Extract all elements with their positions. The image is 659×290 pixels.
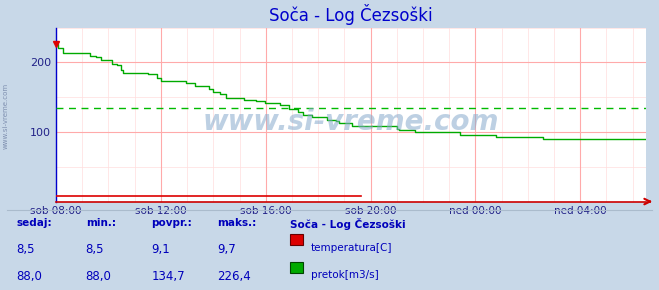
Text: 88,0: 88,0	[86, 270, 111, 283]
Text: sedaj:: sedaj:	[16, 218, 52, 227]
Text: www.si-vreme.com: www.si-vreme.com	[203, 108, 499, 135]
Text: Soča - Log Čezsoški: Soča - Log Čezsoški	[290, 218, 405, 229]
Text: povpr.:: povpr.:	[152, 218, 192, 227]
Text: 9,1: 9,1	[152, 243, 170, 256]
Text: 134,7: 134,7	[152, 270, 185, 283]
Text: pretok[m3/s]: pretok[m3/s]	[311, 270, 379, 280]
Title: Soča - Log Čezsoški: Soča - Log Čezsoški	[269, 3, 433, 25]
Text: www.si-vreme.com: www.si-vreme.com	[2, 83, 9, 149]
Text: 8,5: 8,5	[86, 243, 104, 256]
Text: 9,7: 9,7	[217, 243, 236, 256]
Text: 226,4: 226,4	[217, 270, 251, 283]
Text: min.:: min.:	[86, 218, 116, 227]
Text: temperatura[C]: temperatura[C]	[311, 243, 393, 253]
Text: 88,0: 88,0	[16, 270, 42, 283]
Text: 8,5: 8,5	[16, 243, 35, 256]
Text: maks.:: maks.:	[217, 218, 257, 227]
